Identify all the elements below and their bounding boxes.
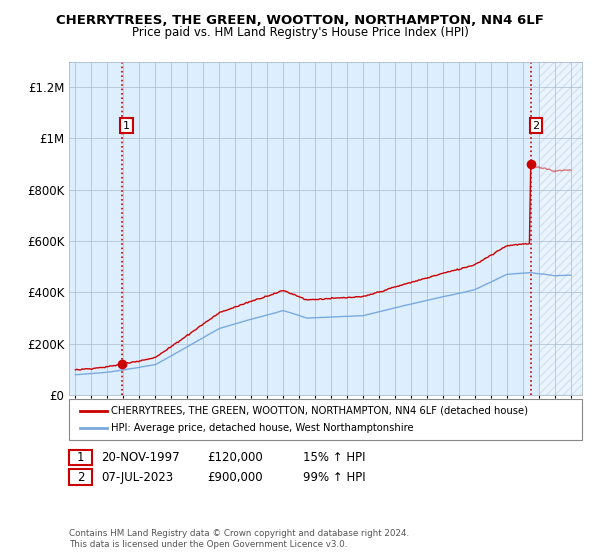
Text: £120,000: £120,000	[207, 451, 263, 464]
Text: 07-JUL-2023: 07-JUL-2023	[101, 470, 173, 484]
Text: 15% ↑ HPI: 15% ↑ HPI	[303, 451, 365, 464]
Text: 99% ↑ HPI: 99% ↑ HPI	[303, 470, 365, 484]
Text: 2: 2	[77, 470, 84, 484]
Text: HPI: Average price, detached house, West Northamptonshire: HPI: Average price, detached house, West…	[111, 423, 413, 433]
Text: 1: 1	[123, 120, 130, 130]
Bar	[539, 62, 587, 395]
Text: 2: 2	[532, 120, 539, 130]
Text: Price paid vs. HM Land Registry's House Price Index (HPI): Price paid vs. HM Land Registry's House …	[131, 26, 469, 39]
Text: CHERRYTREES, THE GREEN, WOOTTON, NORTHAMPTON, NN4 6LF: CHERRYTREES, THE GREEN, WOOTTON, NORTHAM…	[56, 14, 544, 27]
Text: £900,000: £900,000	[207, 470, 263, 484]
Text: 20-NOV-1997: 20-NOV-1997	[101, 451, 179, 464]
Text: CHERRYTREES, THE GREEN, WOOTTON, NORTHAMPTON, NN4 6LF (detached house): CHERRYTREES, THE GREEN, WOOTTON, NORTHAM…	[111, 405, 528, 416]
Text: 1: 1	[77, 451, 84, 464]
Text: Contains HM Land Registry data © Crown copyright and database right 2024.
This d: Contains HM Land Registry data © Crown c…	[69, 529, 409, 549]
Bar	[539, 62, 587, 395]
